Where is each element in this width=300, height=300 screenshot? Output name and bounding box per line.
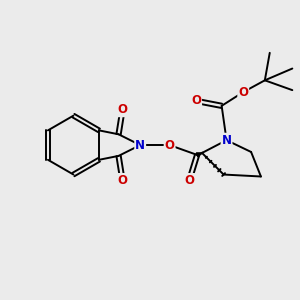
Text: O: O [191,94,201,107]
Text: O: O [238,85,248,99]
Text: O: O [118,103,128,116]
Text: O: O [118,174,128,187]
Text: O: O [165,139,175,152]
Polygon shape [196,153,202,157]
Text: N: N [222,134,232,147]
Text: N: N [135,139,145,152]
Text: O: O [184,174,194,187]
